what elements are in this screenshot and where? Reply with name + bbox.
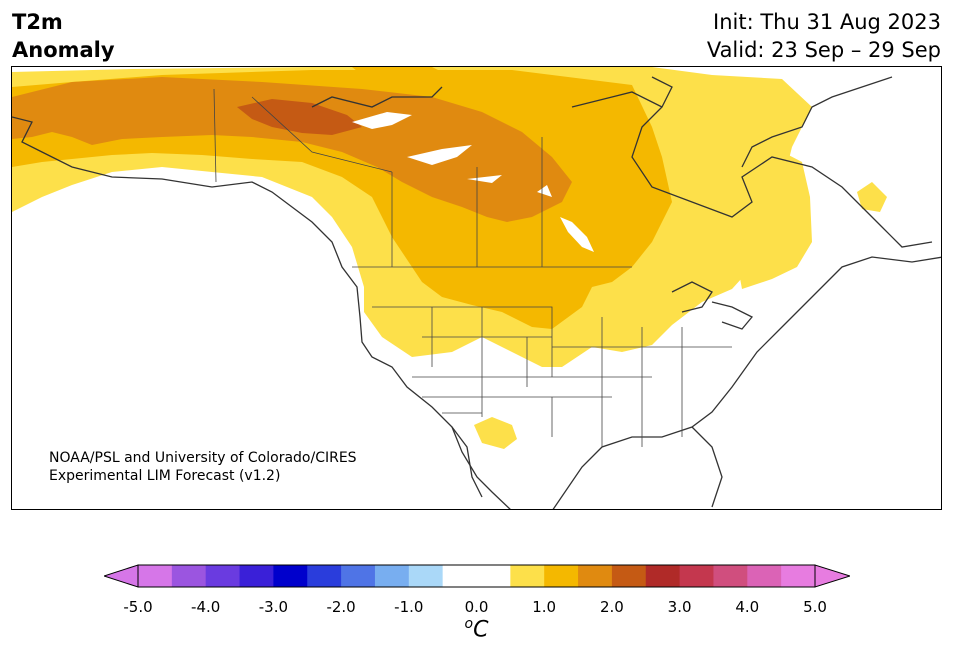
colorbar-tick-label: -3.0 — [258, 598, 289, 616]
colorbar-tick-label: -1.0 — [394, 598, 424, 616]
colorbar-cell — [781, 565, 816, 587]
colorbar-cell — [273, 565, 308, 587]
colorbar-cell — [679, 565, 714, 587]
colorbar-cell — [510, 565, 545, 587]
colorbar-cell — [645, 565, 681, 587]
colorbar-cell — [138, 565, 173, 587]
valid-date: Valid: 23 Sep – 29 Sep — [706, 38, 941, 62]
map-panel — [11, 66, 942, 510]
colorbar-cell — [611, 565, 647, 587]
colorbar — [104, 564, 850, 588]
colorbar-tick-label: -4.0 — [191, 598, 221, 616]
colorbar-cell — [747, 565, 782, 587]
anomaly-region-strong — [237, 99, 362, 135]
great-slave-lake — [407, 145, 472, 165]
colorbar-unit: oC — [0, 616, 953, 642]
colorbar-tick-label: -2.0 — [326, 598, 356, 616]
coastlines — [12, 76, 941, 509]
colorbar-tick-label: 0.0 — [464, 598, 489, 616]
reindeer-lake — [537, 185, 552, 197]
colorbar-over-arrow — [814, 564, 850, 588]
lake-winnipeg — [560, 217, 594, 252]
colorbar-outline — [137, 564, 816, 588]
credit-line1: NOAA/PSL and University of Colorado/CIRE… — [49, 450, 357, 466]
init-date: Init: Thu 31 Aug 2023 — [713, 10, 941, 34]
anomaly-region-pale-mexico — [474, 417, 517, 449]
colorbar-under-arrow — [104, 564, 139, 588]
colorbar-cell — [544, 565, 579, 587]
credit-line2: Experimental LIM Forecast (v1.2) — [49, 468, 281, 484]
credit-text: NOAA/PSL and University of Colorado/CIRE… — [49, 449, 357, 485]
unit-degree: o — [464, 616, 474, 632]
colorbar-cell — [476, 565, 511, 587]
forecast-dates: Init: Thu 31 Aug 2023 Valid: 23 Sep – 29… — [707, 8, 941, 64]
lake-athabasca — [467, 175, 502, 183]
colorbar-tick-label: 2.0 — [599, 598, 624, 616]
great-bear-lake — [352, 112, 412, 129]
map-title: T2m Anomaly — [12, 8, 115, 64]
colorbar-tick-label: 5.0 — [803, 598, 827, 616]
political-borders — [213, 88, 732, 447]
colorbar-tick-label: -5.0 — [123, 598, 153, 616]
colorbar-cell — [374, 565, 410, 587]
colorbar-cell — [205, 565, 241, 587]
colorbar-cell — [578, 565, 613, 587]
colorbar-cell — [239, 565, 274, 587]
colorbar-cell — [713, 565, 748, 587]
colorbar-tick-label: 1.0 — [532, 598, 557, 616]
anomaly-region-pale-labrador — [857, 182, 887, 212]
anomaly-map — [12, 67, 941, 509]
anomaly-region-pale-east — [737, 149, 812, 289]
colorbar-cells — [138, 565, 816, 587]
colorbar-cell — [171, 565, 207, 587]
colorbar-cell — [341, 565, 376, 587]
unit-letter: C — [473, 617, 489, 643]
title-line1: T2m — [12, 10, 63, 34]
colorbar-tick-label: 3.0 — [667, 598, 692, 616]
colorbar-tick-label: 4.0 — [735, 598, 760, 616]
colorbar-cell — [408, 565, 444, 587]
title-line2: Anomaly — [12, 38, 115, 62]
colorbar-cell — [307, 565, 342, 587]
anomaly-region-medium — [12, 77, 572, 222]
colorbar-cell — [442, 565, 477, 587]
anomaly-region-light-north — [352, 67, 452, 81]
